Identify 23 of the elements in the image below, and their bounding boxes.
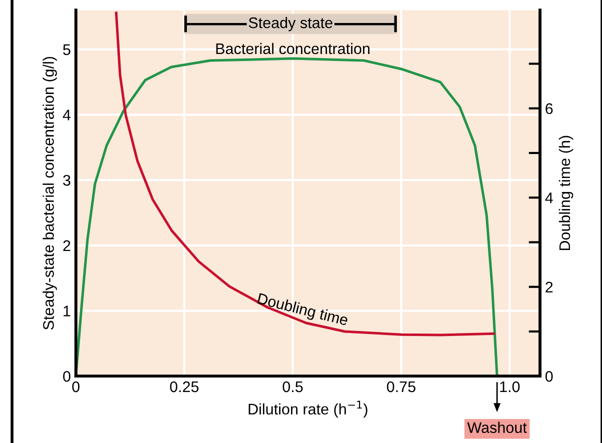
y-tick-label: 5	[63, 44, 70, 56]
line-series	[76, 57, 498, 376]
y-tick-label: 1	[64, 306, 70, 316]
x-tick-label: 0.5	[282, 381, 303, 392]
y-tick-label: 0	[63, 370, 70, 382]
x-tick-label: 1.0	[500, 381, 520, 392]
x-axis-title: Dilution rate (h$^{−1}$)	[248, 400, 368, 418]
y2-tick-label: 2	[546, 282, 553, 292]
y2-axis-title: Doubling time (h)	[558, 136, 574, 250]
band-label: Steady state	[248, 16, 332, 32]
x-tick-label: 0	[72, 381, 80, 392]
series-label: Bacterial concentration	[216, 42, 370, 54]
annotation: Washout	[467, 422, 527, 433]
x-tick-label: 0.75	[386, 381, 416, 392]
y-tick-label: 3	[63, 174, 70, 186]
y2-tick-label: 0	[545, 370, 553, 382]
y2-tick-label: 6	[546, 103, 553, 114]
x-tick-label: 0.25	[170, 381, 199, 392]
y-tick-label: 4	[62, 110, 71, 120]
y2-tick-label: 4	[545, 192, 553, 204]
y-axis-title: Steady-state bacterial concentration (g/l)	[42, 56, 57, 330]
y-tick-label: 2	[63, 240, 70, 251]
line-series	[114, 12, 495, 336]
